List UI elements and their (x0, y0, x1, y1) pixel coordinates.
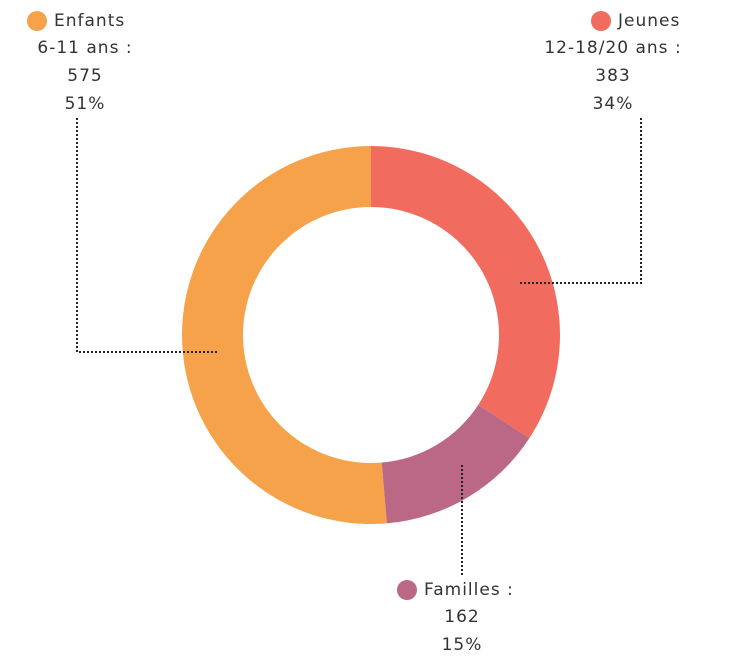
donut-slice (371, 146, 561, 439)
donut-slice (182, 146, 387, 524)
percent-label: 34% (593, 94, 634, 114)
percent-label: 51% (65, 94, 106, 114)
category-note: 6-11 ans : (37, 38, 132, 58)
category-note: 12-18/20 ans : (544, 38, 681, 58)
donut (182, 146, 561, 524)
category-label: Enfants (54, 11, 125, 31)
legend-dot (27, 11, 47, 31)
legend-dot (397, 580, 417, 600)
leader-line (520, 118, 642, 284)
category-label: Jeunes (617, 11, 680, 31)
legend-dot (591, 11, 611, 31)
donut-slice (381, 404, 530, 524)
category-label: Familles : (424, 580, 514, 600)
value-label: 162 (444, 607, 479, 627)
value-label: 575 (67, 66, 102, 86)
percent-label: 15% (442, 635, 483, 655)
leader-line (76, 118, 218, 353)
value-label: 383 (595, 66, 630, 86)
